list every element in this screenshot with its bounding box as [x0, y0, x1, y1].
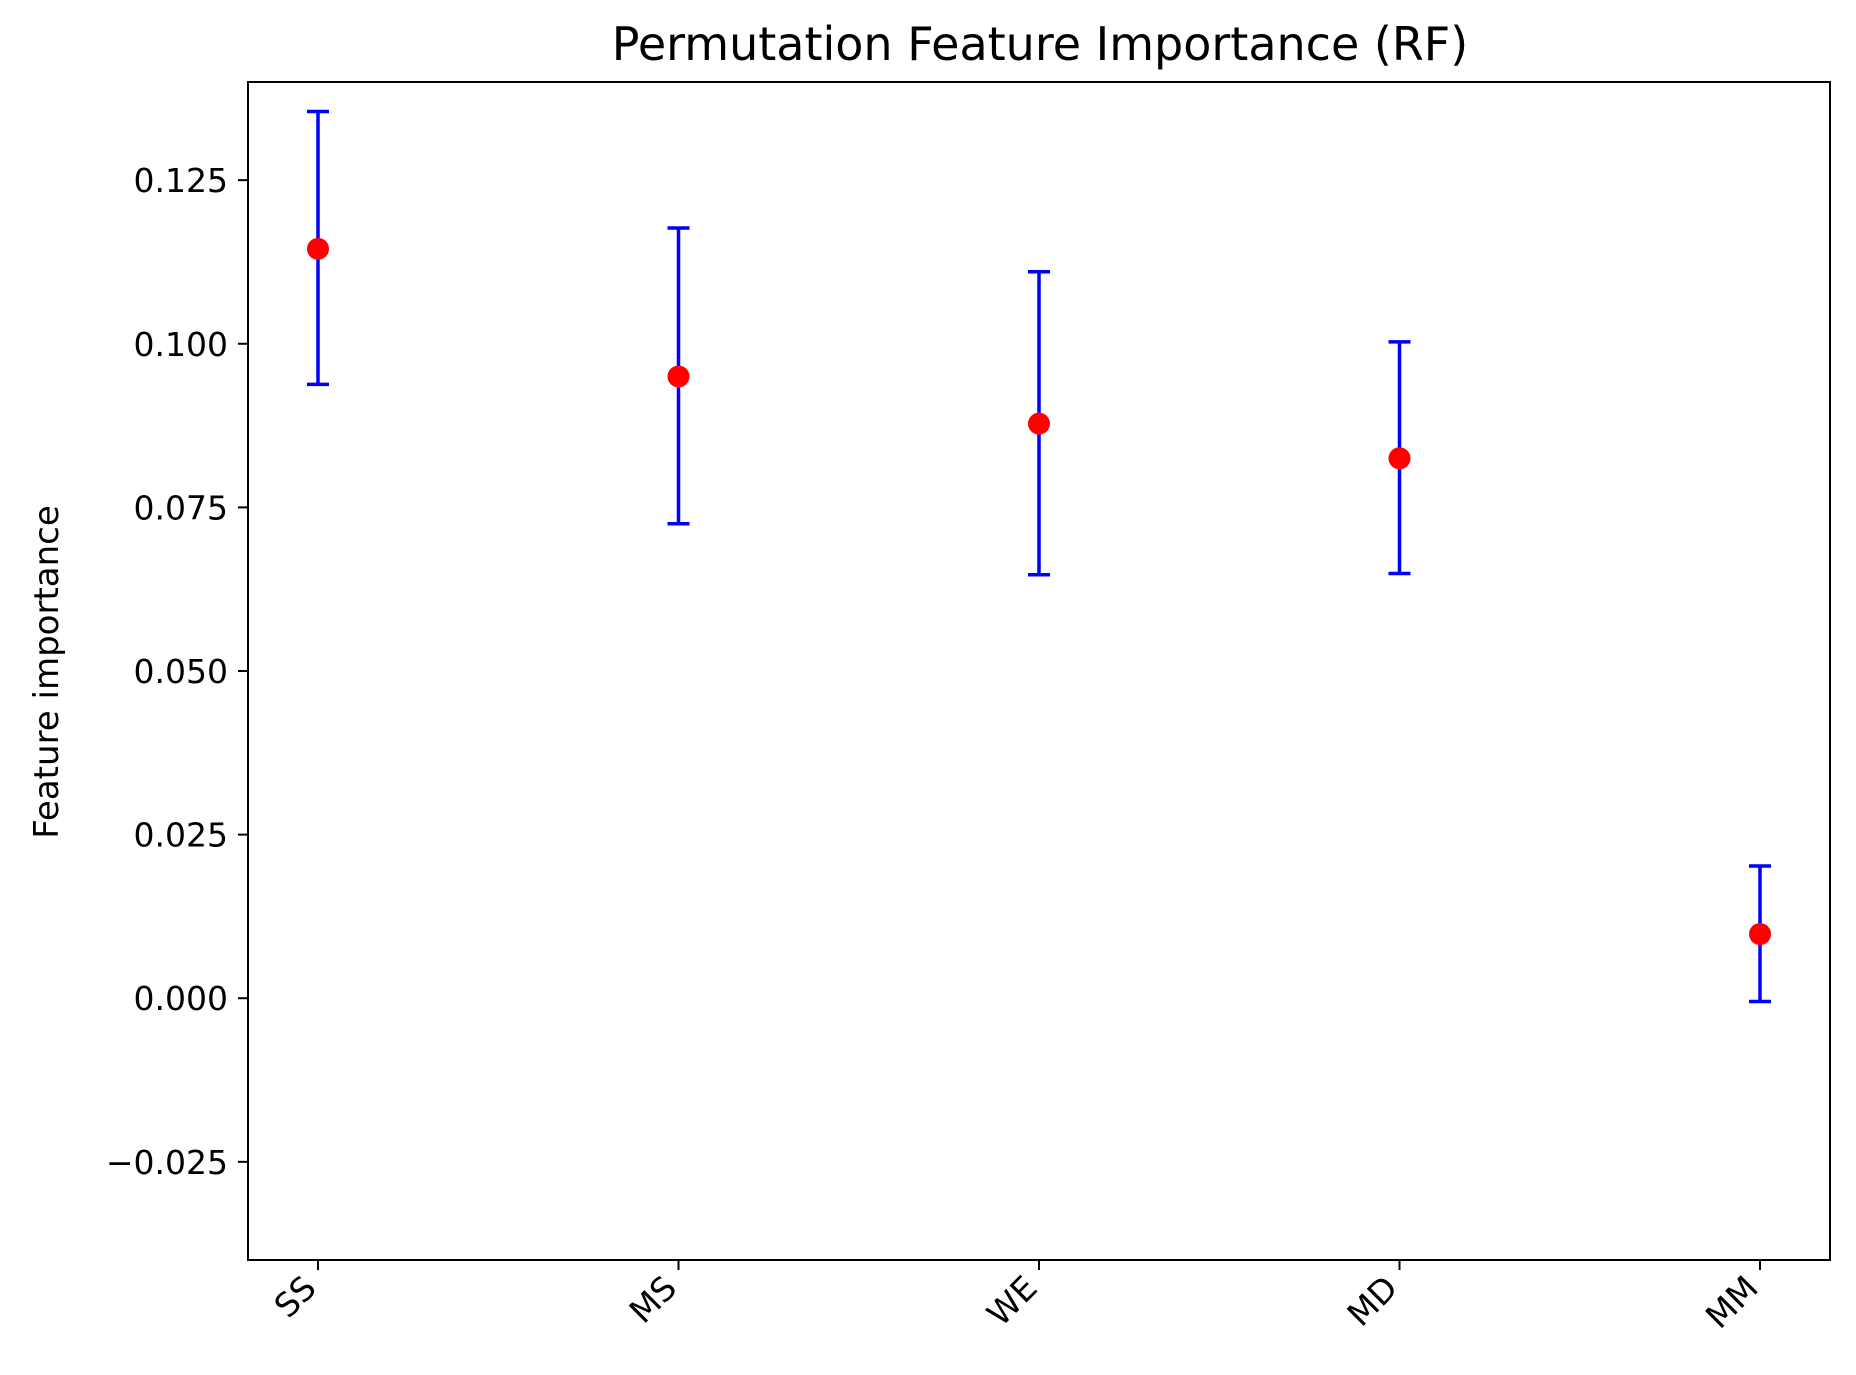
- x-tick-label: MS: [622, 1268, 685, 1331]
- x-tick-label: MD: [1339, 1268, 1405, 1334]
- data-point: [1749, 923, 1771, 946]
- plot-frame: [247, 81, 1831, 1261]
- y-tick-label: 0.025: [134, 816, 228, 855]
- plot-area: −0.025 0.000 0.025 0.050 0.075 0.100 0.125 SS MS…: [106, 109, 1771, 1336]
- y-tick-label: 0.100: [134, 325, 228, 364]
- data-point: [307, 237, 329, 260]
- y-tick-label: 0.000: [134, 979, 228, 1018]
- y-tick-label: −0.025: [106, 1143, 228, 1182]
- data-point: [1028, 412, 1050, 435]
- data-point: [667, 365, 690, 388]
- y-tick-label: 0.125: [134, 161, 228, 200]
- y-tick-label: 0.050: [134, 652, 228, 691]
- data-point: [1388, 447, 1411, 470]
- y-tick-label: 0.075: [134, 488, 228, 527]
- x-tick-label: WE: [979, 1268, 1044, 1333]
- y-axis-label: Feature importance: [27, 505, 67, 839]
- x-tick-label: SS: [266, 1268, 323, 1325]
- x-tick-label: MM: [1698, 1268, 1766, 1336]
- chart-title: Permutation Feature Importance (RF): [612, 17, 1468, 71]
